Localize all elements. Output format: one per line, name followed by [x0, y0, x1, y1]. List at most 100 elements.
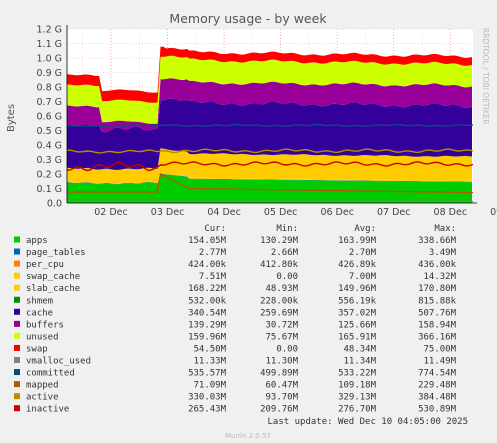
legend-value: 338.66M — [418, 236, 457, 246]
legend-name-mapped: mapped — [26, 381, 59, 391]
legend-value: 149.96M — [338, 284, 377, 294]
legend-value: 384.48M — [418, 393, 457, 403]
legend-value: 330.03M — [188, 393, 227, 403]
legend-swatch-inactive — [14, 405, 20, 412]
stacked-areas — [67, 29, 473, 203]
legend-value: 54.50M — [193, 344, 226, 354]
x-tick-label: 03 Dec — [151, 207, 185, 218]
legend-value: 7.00M — [349, 272, 377, 282]
legend-swatch-swap_cache — [14, 272, 20, 279]
legend-value: 259.69M — [260, 308, 299, 318]
legend-value: 130.29M — [260, 236, 299, 246]
chart-title: Memory usage - by week — [169, 11, 327, 26]
y-tick-label: 0.5 G — [37, 126, 63, 137]
y-tick-label: 0.8 G — [37, 83, 63, 94]
side-label: RRDTOOL / TOBI OETIKER — [481, 28, 490, 125]
y-tick-label: 0.1 G — [37, 184, 63, 195]
legend-value: 329.13M — [338, 393, 377, 403]
legend-value: 0.00 — [276, 344, 298, 354]
legend-value: 228.00k — [260, 296, 299, 306]
legend-header: Min: — [276, 224, 298, 234]
legend-value: 340.54M — [188, 308, 227, 318]
area-swap — [67, 46, 473, 103]
last-update: Last update: Wed Dec 10 04:05:00 2025 — [268, 417, 468, 427]
legend-swatch-mapped — [14, 381, 20, 388]
y-tick-label: 0.6 G — [37, 112, 63, 123]
legend-value: 366.16M — [418, 332, 457, 342]
x-tick-label: 08 Dec — [434, 207, 468, 218]
x-tick-label: 04 Dec — [207, 207, 241, 218]
legend-swatch-buffers — [14, 320, 20, 327]
area-apps — [67, 174, 473, 203]
legend-value: 48.93M — [265, 284, 298, 294]
legend-swatch-swap — [14, 344, 20, 351]
legend-swatch-page_tables — [14, 248, 20, 255]
legend-value: 499.89M — [260, 369, 299, 379]
legend-value: 93.70M — [265, 393, 298, 403]
legend-value: 170.80M — [418, 284, 457, 294]
legend-swatch-cache — [14, 308, 20, 315]
x-tick-label: 02 Dec — [94, 207, 128, 218]
legend-value: 424.00k — [188, 260, 227, 270]
legend-value: 14.32M — [423, 272, 456, 282]
legend-name-vmalloc_used: vmalloc_used — [26, 357, 91, 367]
legend-value: 2.70M — [349, 248, 377, 258]
legend-value: 532.00k — [188, 296, 227, 306]
legend-value: 276.70M — [338, 405, 377, 415]
y-tick-label: 1.0 G — [37, 54, 63, 65]
y-tick-label: 1.2 G — [37, 25, 63, 36]
legend-value: 209.76M — [260, 405, 299, 415]
legend-name-swap: swap — [26, 344, 48, 354]
legend-value: 556.19k — [338, 296, 377, 306]
legend-swatch-vmalloc_used — [14, 357, 20, 363]
legend-name-slab_cache: slab_cache — [26, 284, 80, 294]
legend-value: 530.89M — [418, 405, 457, 415]
y-tick-label: 0.2 G — [37, 170, 63, 181]
legend-swatch-unused — [14, 332, 20, 339]
legend-value: 3.49M — [429, 248, 457, 258]
line-mapped — [67, 172, 474, 194]
area-buffers — [67, 78, 473, 133]
legend-swatch-apps — [14, 236, 20, 243]
legend-name-per_cpu: per_cpu — [26, 260, 64, 270]
line-inactive — [66, 161, 474, 172]
legend-value: 0.00 — [276, 272, 298, 282]
y-axis-label: Bytes — [6, 104, 17, 132]
legend-value: 75.00M — [423, 344, 456, 354]
axes: 0.0 0.1 G 0.2 G 0.3 G 0.4 G 0.5 G 0.6 G 0.7 G 0.… — [37, 25, 497, 219]
legend-value: 154.05M — [188, 236, 227, 246]
legend-swatch-slab_cache — [14, 284, 20, 291]
x-tick-label: 06 Dec — [320, 207, 354, 218]
legend: Cur: Min: Avg: Max: apps 154.05M 130.29M 163.99… — [14, 224, 457, 415]
munin-footer: Munin 2.0.57 — [225, 432, 271, 440]
legend-name-active: active — [26, 393, 59, 403]
legend-value: 48.34M — [343, 344, 376, 354]
legend-header: Avg: — [354, 224, 376, 234]
legend-name-page_tables: page_tables — [26, 248, 86, 258]
legend-value: 163.99M — [338, 236, 377, 246]
line-active — [67, 148, 474, 154]
y-tick-label: 0.9 G — [37, 68, 63, 79]
legend-value: 168.22M — [188, 284, 227, 294]
area-unused — [67, 55, 473, 124]
x-tick-label: 09 Dec — [490, 207, 497, 218]
line-series — [66, 123, 474, 203]
legend-value: 412.80k — [260, 260, 299, 270]
legend-value: 165.91M — [338, 332, 377, 342]
line-committed — [67, 123, 474, 128]
y-tick-label: 0.0 — [47, 199, 62, 210]
y-tick-label: 1.1 G — [37, 39, 63, 50]
legend-value: 535.57M — [188, 369, 227, 379]
legend-value: 7.51M — [199, 272, 227, 282]
legend-name-apps: apps — [26, 236, 48, 246]
legend-value: 11.49M — [423, 357, 456, 367]
legend-value: 774.54M — [418, 369, 457, 379]
x-tick-label: 07 Dec — [377, 207, 411, 218]
legend-name-shmem: shmem — [26, 296, 53, 306]
legend-value: 139.29M — [188, 320, 227, 330]
legend-value: 11.30M — [265, 357, 298, 367]
legend-value: 265.43M — [188, 405, 227, 415]
legend-name-committed: committed — [26, 369, 75, 379]
legend-name-unused: unused — [26, 332, 59, 342]
